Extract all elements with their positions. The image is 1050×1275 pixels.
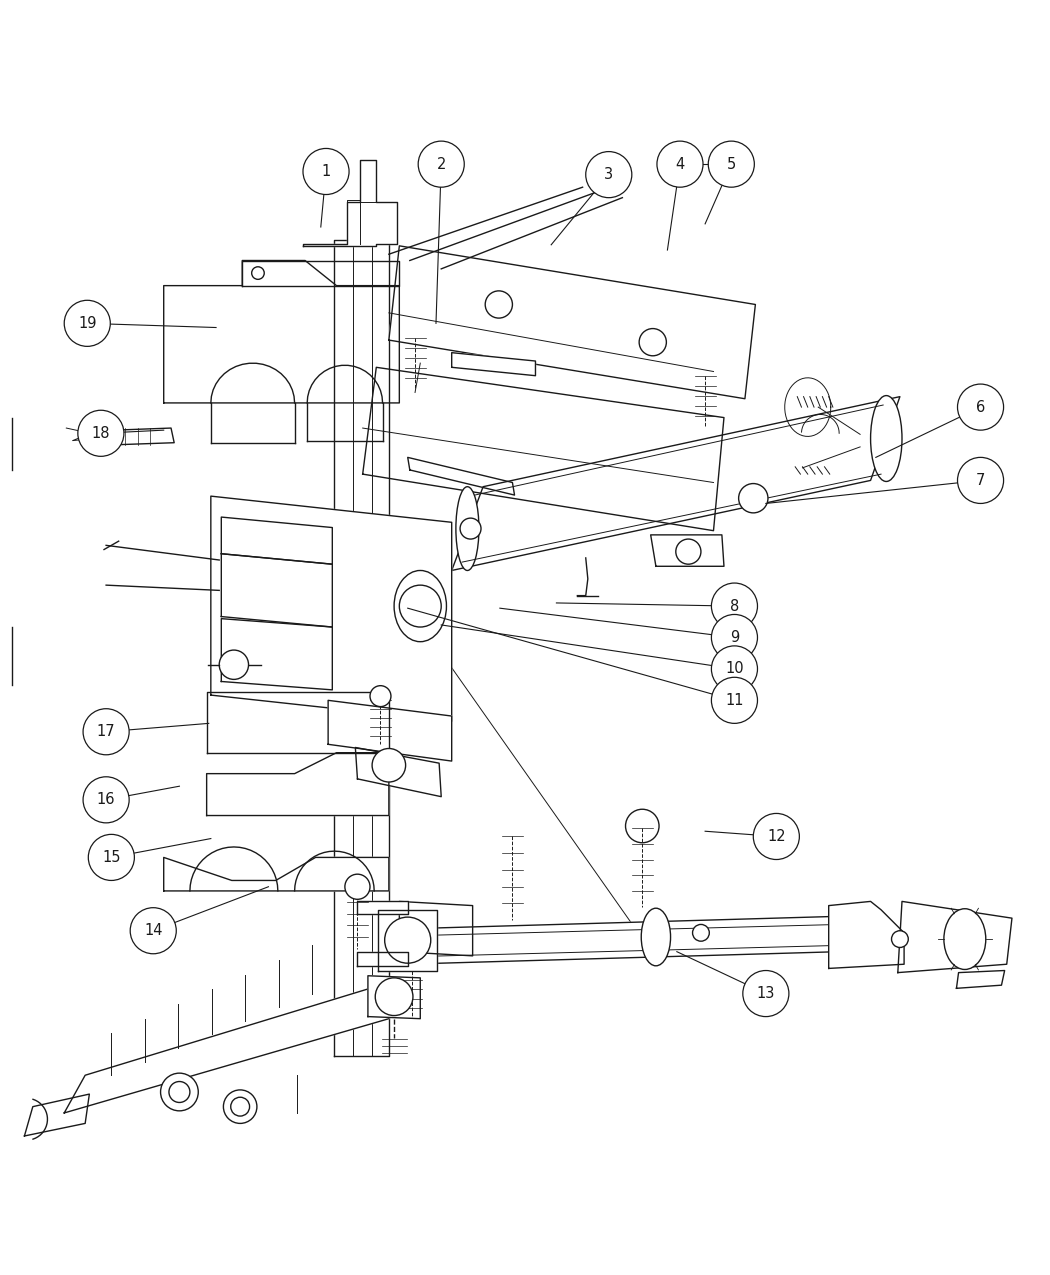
Text: 15: 15 — [102, 850, 121, 864]
Polygon shape — [957, 970, 1005, 988]
Text: 16: 16 — [97, 792, 116, 807]
Polygon shape — [368, 975, 420, 1019]
Circle shape — [219, 650, 249, 680]
Circle shape — [891, 931, 908, 947]
Text: 2: 2 — [437, 157, 446, 172]
Polygon shape — [404, 915, 847, 964]
Circle shape — [384, 917, 430, 963]
Text: 12: 12 — [766, 829, 785, 844]
Polygon shape — [222, 518, 332, 565]
Circle shape — [738, 483, 768, 513]
Circle shape — [161, 1074, 198, 1111]
Polygon shape — [164, 260, 399, 403]
Circle shape — [712, 677, 757, 723]
Circle shape — [83, 709, 129, 755]
Polygon shape — [399, 901, 472, 956]
Circle shape — [83, 776, 129, 822]
Circle shape — [252, 266, 265, 279]
Circle shape — [753, 813, 799, 859]
Circle shape — [712, 583, 757, 629]
Circle shape — [712, 615, 757, 660]
Text: 17: 17 — [97, 724, 116, 740]
Polygon shape — [334, 240, 388, 1057]
Text: 1: 1 — [321, 164, 331, 178]
Circle shape — [78, 411, 124, 456]
Polygon shape — [898, 901, 1012, 973]
Circle shape — [586, 152, 632, 198]
Circle shape — [460, 518, 481, 539]
Circle shape — [712, 646, 757, 692]
Polygon shape — [211, 496, 452, 722]
Circle shape — [130, 908, 176, 954]
Polygon shape — [452, 397, 900, 570]
Polygon shape — [388, 246, 755, 399]
Text: 6: 6 — [975, 399, 985, 414]
Circle shape — [370, 686, 391, 706]
Text: 14: 14 — [144, 923, 163, 938]
Polygon shape — [355, 747, 441, 797]
Polygon shape — [328, 700, 452, 761]
Polygon shape — [452, 353, 536, 376]
Circle shape — [64, 301, 110, 347]
Polygon shape — [64, 980, 394, 1113]
Polygon shape — [164, 857, 388, 891]
Text: 11: 11 — [726, 692, 743, 708]
Circle shape — [344, 875, 370, 899]
Polygon shape — [407, 458, 514, 495]
Polygon shape — [357, 901, 407, 914]
Circle shape — [88, 834, 134, 881]
Circle shape — [676, 539, 701, 565]
Circle shape — [372, 748, 405, 782]
Polygon shape — [207, 752, 388, 816]
Polygon shape — [828, 901, 904, 969]
Text: 9: 9 — [730, 630, 739, 645]
Circle shape — [742, 970, 789, 1016]
Text: 10: 10 — [726, 662, 743, 677]
Polygon shape — [222, 553, 332, 627]
Polygon shape — [378, 910, 437, 970]
Circle shape — [709, 142, 754, 187]
Text: 5: 5 — [727, 157, 736, 172]
Text: 7: 7 — [975, 473, 985, 488]
Text: 4: 4 — [675, 157, 685, 172]
Polygon shape — [357, 951, 407, 966]
Polygon shape — [651, 536, 723, 566]
Circle shape — [303, 148, 349, 195]
Polygon shape — [243, 260, 399, 286]
Circle shape — [418, 142, 464, 187]
Circle shape — [626, 810, 659, 843]
Text: 8: 8 — [730, 598, 739, 613]
Ellipse shape — [642, 908, 671, 965]
Ellipse shape — [394, 570, 446, 641]
Text: 13: 13 — [757, 986, 775, 1001]
Text: 19: 19 — [78, 316, 97, 330]
Polygon shape — [114, 423, 133, 451]
Ellipse shape — [870, 395, 902, 482]
Circle shape — [485, 291, 512, 317]
Circle shape — [169, 1081, 190, 1103]
Circle shape — [958, 458, 1004, 504]
Circle shape — [231, 1098, 250, 1116]
Circle shape — [399, 585, 441, 627]
Circle shape — [958, 384, 1004, 430]
Circle shape — [224, 1090, 257, 1123]
Polygon shape — [222, 618, 332, 690]
Circle shape — [375, 978, 413, 1016]
Text: 18: 18 — [91, 426, 110, 441]
Polygon shape — [207, 692, 388, 752]
Polygon shape — [303, 159, 397, 246]
Circle shape — [693, 924, 710, 941]
Circle shape — [657, 142, 704, 187]
Text: 3: 3 — [604, 167, 613, 182]
Ellipse shape — [944, 909, 986, 969]
Polygon shape — [24, 1094, 89, 1136]
Circle shape — [639, 329, 667, 356]
Polygon shape — [114, 428, 174, 445]
Polygon shape — [362, 367, 723, 530]
Ellipse shape — [456, 487, 479, 570]
